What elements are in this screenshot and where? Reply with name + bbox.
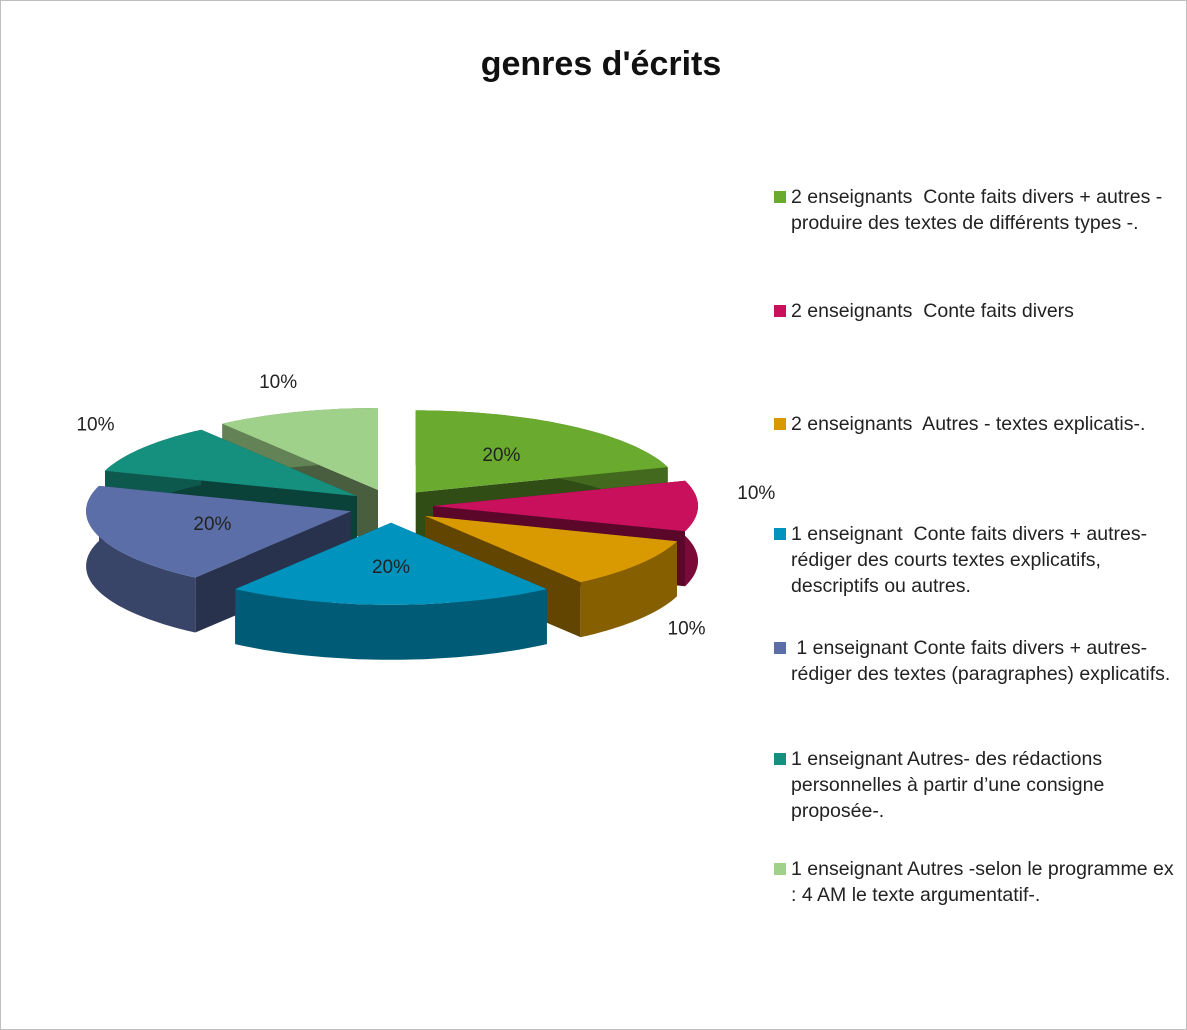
legend-swatch <box>774 305 786 317</box>
data-label: 20% <box>372 557 410 578</box>
legend-swatch <box>774 418 786 430</box>
slice-wall <box>86 485 196 633</box>
legend-item: 1 enseignant Autres- des rédactions pers… <box>774 746 1181 824</box>
legend-label: 2 enseignants Autres - textes explicatis… <box>791 413 1146 435</box>
legend-label: 1 enseignant Conte faits divers + autres… <box>791 637 1171 685</box>
slice-wall <box>580 541 677 638</box>
legend-item: 1 enseignant Conte faits divers + autres… <box>774 635 1181 687</box>
slice-top <box>86 485 352 578</box>
legend-label: 2 enseignants Conte faits divers <box>791 300 1074 322</box>
legend-item: 1 enseignant Conte faits divers + autres… <box>774 521 1181 599</box>
slice-top <box>433 480 698 532</box>
legend-swatch <box>774 863 786 875</box>
slice <box>235 522 547 660</box>
data-label: 10% <box>259 372 297 393</box>
legend-item: 1 enseignant Autres -selon le programme … <box>774 856 1181 908</box>
data-label: 20% <box>193 514 231 535</box>
legend-swatch <box>774 753 786 765</box>
legend-swatch <box>774 528 786 540</box>
legend-swatch <box>774 642 786 654</box>
legend-label: 1 enseignant Conte faits divers + autres… <box>791 523 1148 597</box>
slice-top <box>415 410 668 493</box>
legend-label: 1 enseignant Autres -selon le programme … <box>791 858 1180 906</box>
slice-top <box>105 429 357 497</box>
slice-wall <box>235 589 547 660</box>
slice-top <box>235 522 547 605</box>
legend-item: 2 enseignants Autres - textes explicatis… <box>774 411 1181 437</box>
data-label: 10% <box>668 619 706 640</box>
legend-swatch <box>774 191 786 203</box>
data-label: 10% <box>76 414 114 435</box>
slice-top <box>425 515 677 583</box>
slice <box>86 485 352 633</box>
legend-label: 1 enseignant Autres- des rédactions pers… <box>791 748 1110 822</box>
legend-item: 2 enseignants Conte faits divers <box>774 298 1181 324</box>
chart-title: genres d'écrits <box>481 45 722 83</box>
slice-top <box>222 408 378 490</box>
data-label: 10% <box>737 483 775 504</box>
data-label: 20% <box>482 445 520 466</box>
legend-label: 2 enseignants Conte faits divers + autre… <box>791 186 1163 234</box>
legend-item: 2 enseignants Conte faits divers + autre… <box>774 184 1181 236</box>
